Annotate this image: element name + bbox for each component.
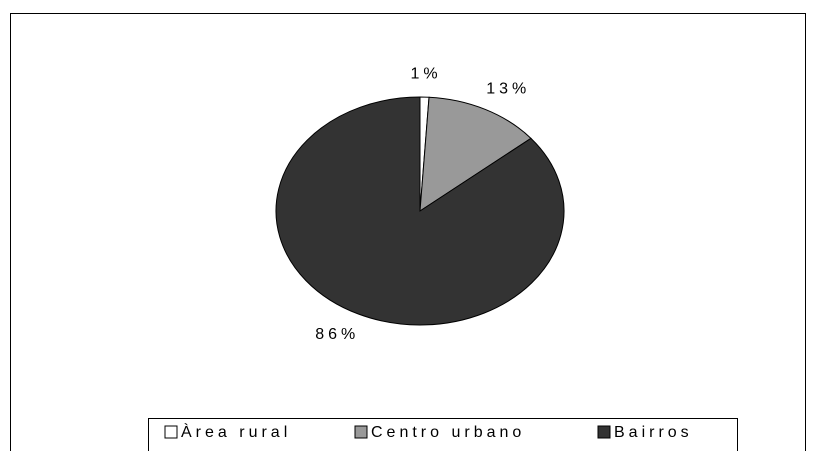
legend-swatch bbox=[164, 425, 178, 439]
legend-label: Centro urbano bbox=[371, 424, 525, 441]
pie-slice bbox=[275, 96, 565, 326]
pie-slice bbox=[419, 96, 532, 212]
legend-box bbox=[148, 418, 738, 451]
legend-swatch bbox=[354, 425, 368, 439]
legend-swatch bbox=[597, 425, 611, 439]
chart-border bbox=[10, 13, 806, 451]
legend-label: Àrea rural bbox=[181, 422, 291, 441]
legend-label: Bairros bbox=[614, 424, 693, 441]
data-label: 86% bbox=[315, 326, 359, 343]
data-label: 13% bbox=[486, 80, 530, 97]
data-label: 1% bbox=[411, 65, 442, 82]
